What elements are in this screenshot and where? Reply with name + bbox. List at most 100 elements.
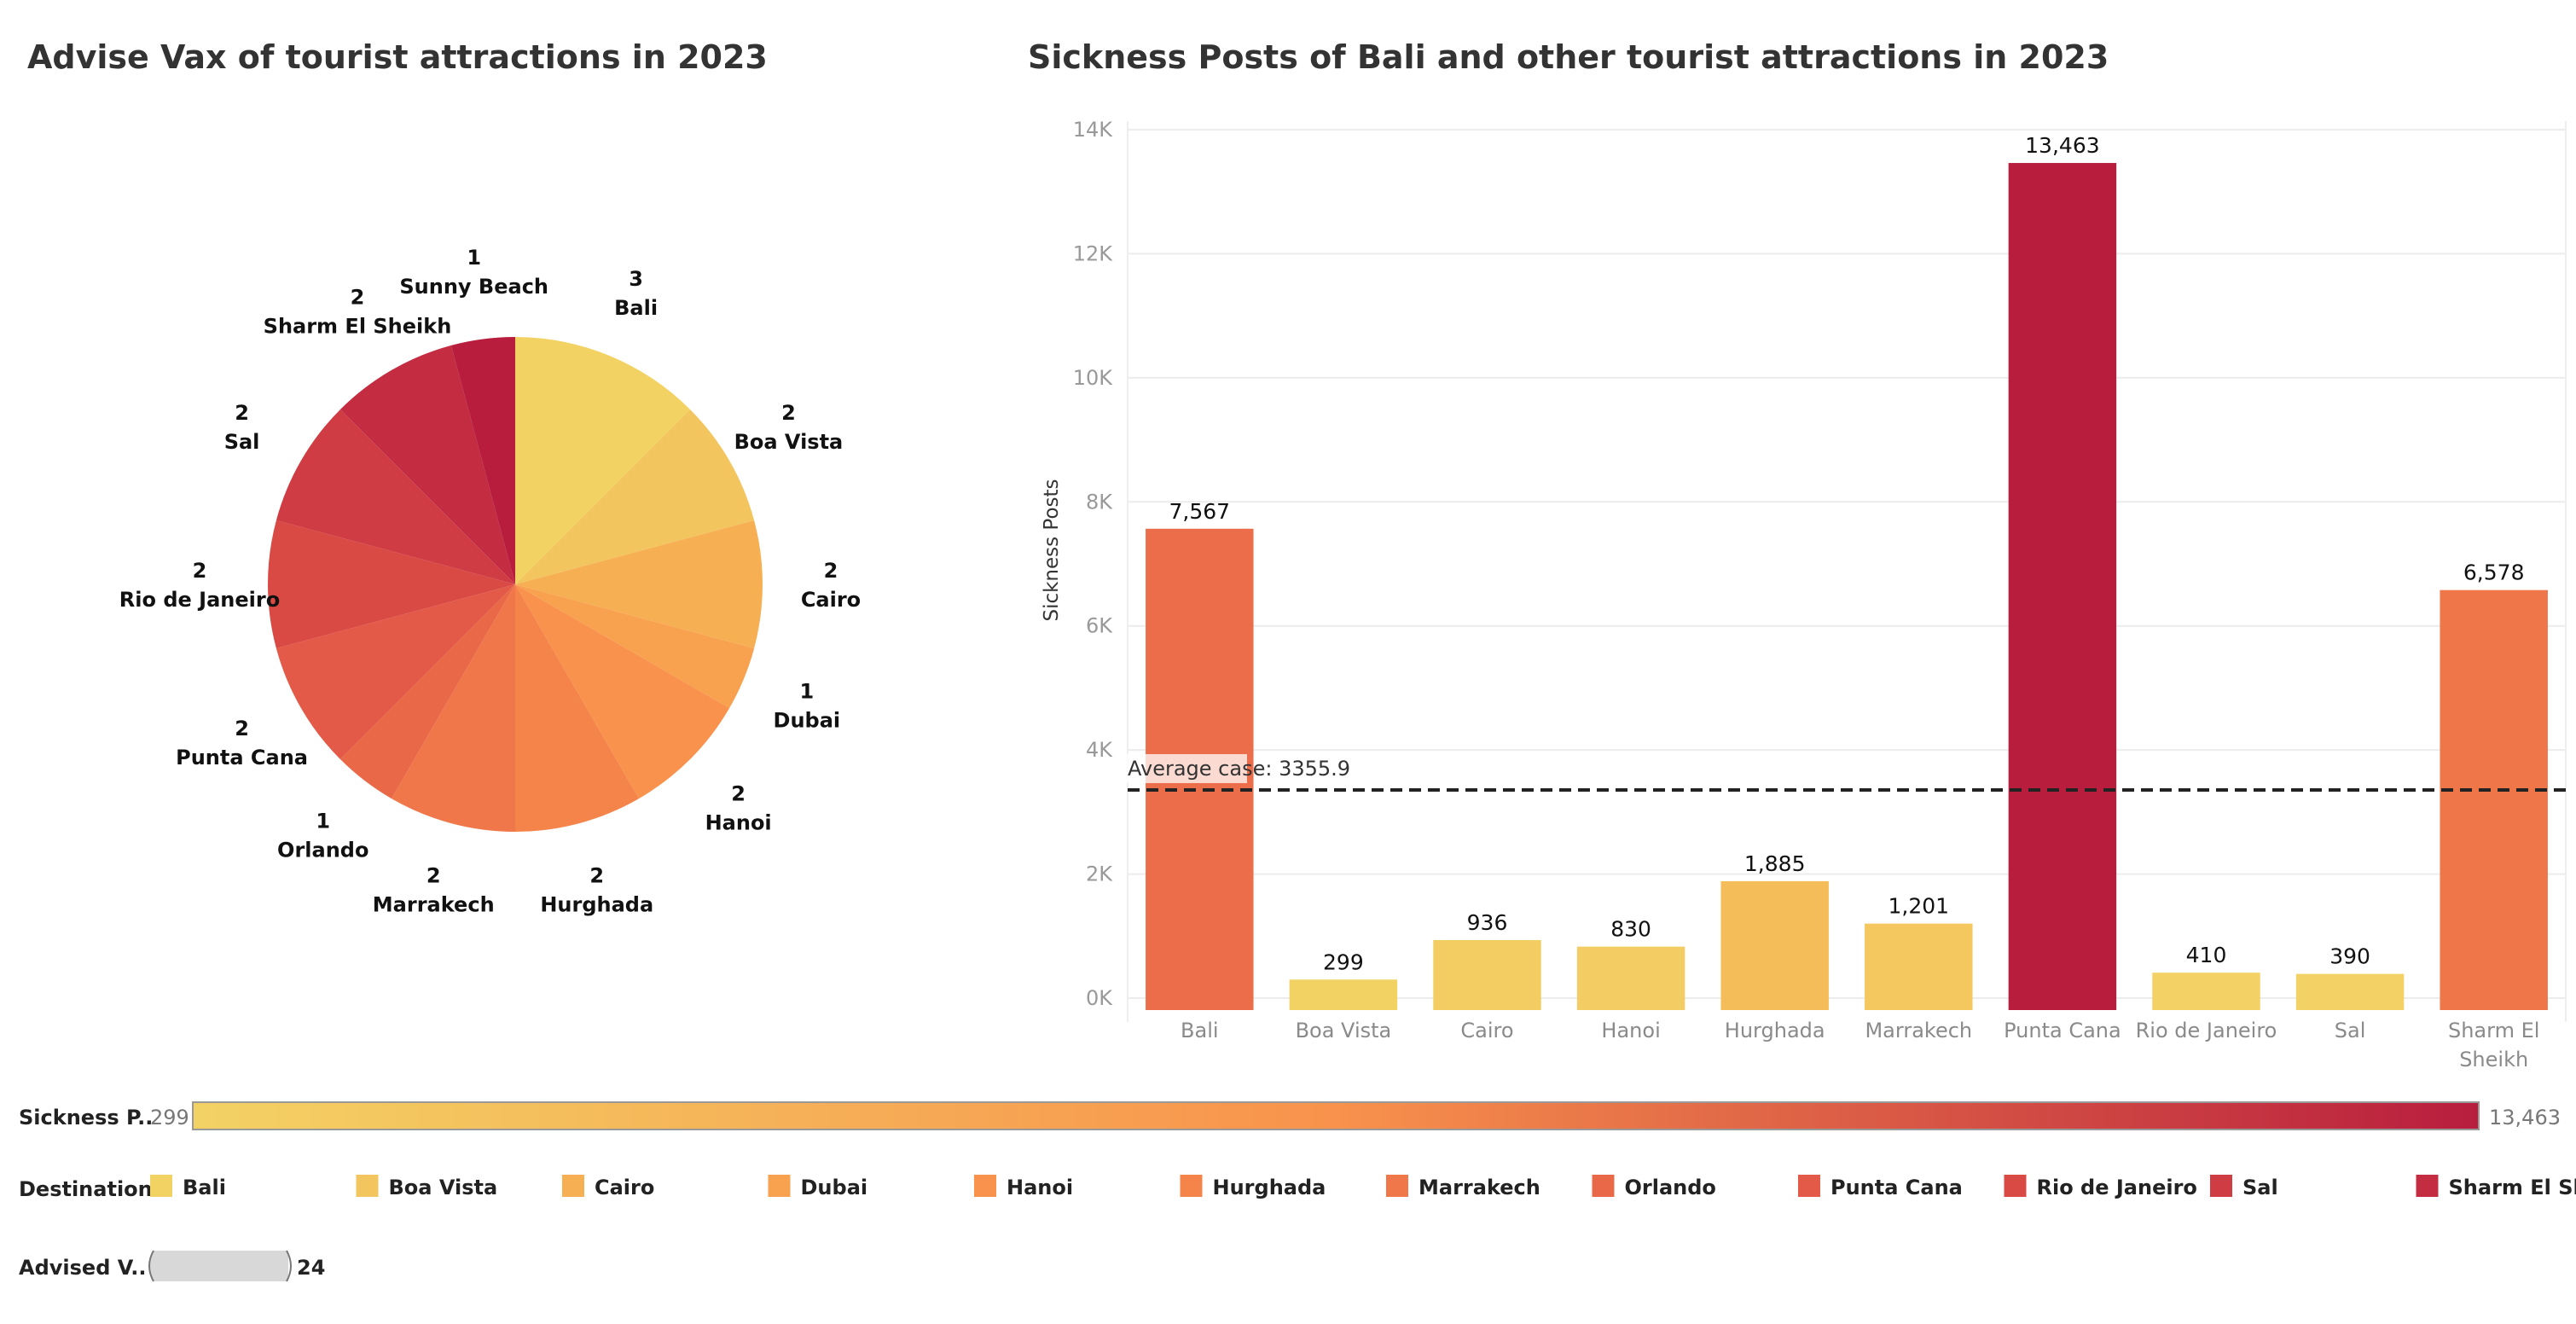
legend-label: Bali [183,1176,226,1199]
reference-label-background [1124,753,1247,783]
legend-swatch [562,1175,584,1197]
pie-label-value: 2 [235,717,249,740]
legend-item-hurghada[interactable]: Hurghada [1180,1175,1326,1199]
legend-item-marrakech[interactable]: Marrakech [1386,1175,1540,1199]
bar-chart-gridlines [1127,121,2567,1022]
legend-item-hanoi[interactable]: Hanoi [974,1175,1073,1199]
legend-swatch [150,1175,172,1197]
pie-label-value: 2 [781,401,796,425]
pie-label-value: 1 [316,810,330,833]
pie-label-name: Marrakech [373,892,495,916]
bar-sal[interactable] [2295,973,2405,1010]
reference-line-label: Average case: 3355.9 [1128,757,1350,781]
legend-swatch [768,1175,791,1197]
pie-labels: 3 Bali 2 Boa Vista 2 Cairo 1 Dubai 2 Hanoi 2 Hurgha… [119,246,861,916]
bar-value-label: 830 [1610,917,1651,942]
pie-slice-hanoi[interactable] [515,584,730,799]
pie-label-name: Boa Vista [734,430,844,454]
pie-slice-sharm-el-sheikh[interactable] [339,345,515,584]
x-category-label: Boa Vista [1296,1019,1392,1042]
pie-slice-cairo[interactable] [515,520,763,649]
y-tick-label: 8K [1086,490,1113,514]
color-scale-min-label: 299 [150,1106,189,1129]
y-tick-label: 14K [1073,118,1114,142]
bar-hanoi[interactable] [1576,946,1685,1010]
pie-label-value: 2 [731,782,746,806]
pie-slice-boa-vista[interactable] [515,409,755,584]
bar-marrakech[interactable] [1865,923,1973,1010]
pie-label-value: 1 [799,680,814,704]
size-legend-shape [149,1251,288,1281]
pie-label-name: Bali [614,296,658,320]
legend-item-rio-de-janeiro[interactable]: Rio de Janeiro [2004,1175,2197,1199]
legend-label: Marrakech [1419,1176,1540,1199]
pie-slice-bali[interactable] [515,337,691,584]
legend-item-cairo[interactable]: Cairo [562,1175,654,1199]
size-legend: Advised V.. 24 [19,1250,325,1282]
pie-label-value: 3 [629,267,643,291]
legend-item-bali[interactable]: Bali [150,1175,226,1199]
pie-slice-sunny-beach[interactable] [450,337,515,584]
legend-item-sharm-el-sh[interactable]: Sharm El Sh [2416,1175,2576,1199]
legend-item-boa-vista[interactable]: Boa Vista [356,1175,498,1199]
destination-legend[interactable]: Bali Boa Vista Cairo Dubai Hanoi Hurghada Marr… [150,1175,2576,1199]
legend-swatch [1386,1175,1408,1197]
bar-punta-cana[interactable] [2008,163,2117,1010]
legend-swatch [2210,1175,2232,1197]
pie-label-name: Sal [224,430,260,454]
size-legend-left-edge [148,1250,154,1282]
pie-label-sal: 2 Sal [224,401,260,454]
pie-slice-dubai[interactable] [515,584,755,708]
size-legend-title: Advised V.. [19,1256,146,1280]
color-scale-max-label: 13,463 [2489,1106,2561,1129]
x-category-label: Marrakech [1865,1019,1972,1042]
pie-slice-marrakech[interactable] [392,584,515,832]
pie-chart-title: Advise Vax of tourist attractions in 202… [27,38,768,76]
pie-label-value: 2 [193,559,207,583]
x-category-label: Sharm El Sheikh [2448,1019,2539,1071]
pie-label-boa-vista: 2 Boa Vista [734,401,844,454]
bar-value-label: 13,463 [2025,133,2099,158]
legend-label: Punta Cana [1830,1176,1963,1199]
pie-label-hurghada: 2 Hurghada [540,863,653,916]
pie-slice-orlando[interactable] [339,584,515,799]
bar-value-label: 299 [1323,949,1364,974]
legend-item-punta-cana[interactable]: Punta Cana [1798,1175,1963,1199]
x-category-label: Cairo [1460,1019,1513,1042]
x-category-label: Punta Cana [2004,1019,2121,1042]
legend-item-dubai[interactable]: Dubai [768,1175,868,1199]
bar-value-label: 390 [2329,944,2370,969]
pie-label-value: 2 [426,863,441,887]
x-axis-categories: Bali Boa Vista Cairo Hanoi Hurghada Marrakech… [1181,1019,2539,1071]
bar-rio-de-janeiro[interactable] [2152,973,2260,1010]
pie-label-hanoi: 2 Hanoi [705,782,772,835]
bar-hurghada[interactable] [1720,880,1829,1010]
legend-label: Dubai [801,1176,868,1199]
legend-swatch [1592,1175,1615,1197]
pie-slice-punta-cana[interactable] [276,584,515,760]
pie-slice-sal[interactable] [276,409,515,584]
bar-chart-title: Sickness Posts of Bali and other tourist… [1028,38,2109,76]
legend-label: Boa Vista [389,1176,498,1199]
y-axis-title: Sickness Posts [1041,479,1063,621]
x-category-label: Sal [2335,1019,2366,1042]
legend-item-sal[interactable]: Sal [2210,1175,2278,1199]
legend-label: Sharm El Sh [2449,1176,2576,1199]
bar-boa-vista[interactable] [1289,979,1398,1010]
pie-slice-hurghada[interactable] [515,584,639,832]
bar-sharm-el-sheikh[interactable] [2440,589,2548,1010]
bar-chart [1146,163,2548,1010]
bar-cairo[interactable] [1433,939,1541,1010]
size-legend-right-edge [286,1250,292,1282]
pie-label-punta-cana: 2 Punta Cana [176,717,308,769]
legend-swatch [2004,1175,2027,1197]
pie-slice-rio-de-janeiro[interactable] [268,520,515,649]
bar-value-label: 1,885 [1744,851,1806,876]
legend-item-orlando[interactable]: Orlando [1592,1175,1716,1199]
legend-label: Hanoi [1007,1176,1073,1199]
legend-label: Hurghada [1213,1176,1326,1199]
pie-label-name: Cairo [801,588,861,612]
bar-value-label: 936 [1467,910,1508,935]
x-category-label: Hanoi [1601,1019,1660,1042]
